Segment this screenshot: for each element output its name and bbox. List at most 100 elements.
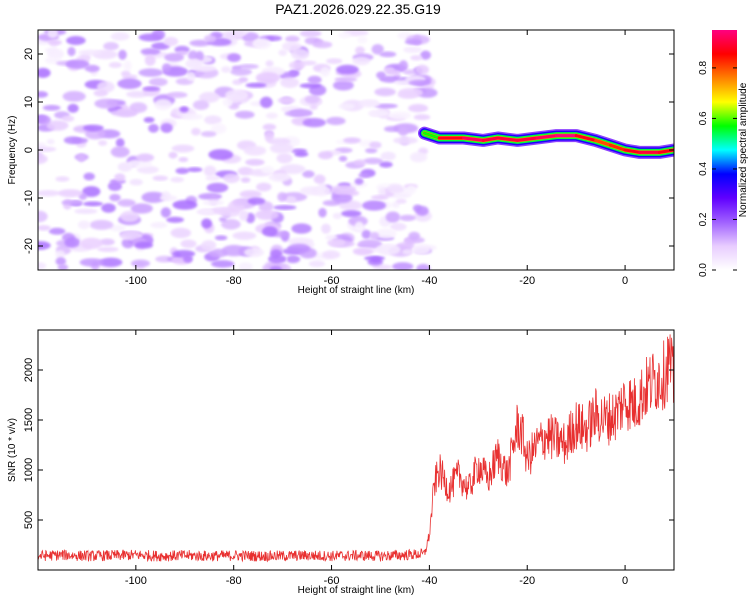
noise-blob <box>143 117 155 123</box>
x-tick-label: -40 <box>421 575 437 587</box>
noise-blob <box>289 60 306 70</box>
noise-blob <box>120 210 140 222</box>
noise-blob <box>239 210 249 221</box>
spectrogram-x-axis-label: Height of straight line (km) <box>298 285 415 296</box>
noise-blob <box>320 66 330 77</box>
noise-blob <box>83 172 95 181</box>
noise-blob <box>268 172 291 182</box>
noise-blob <box>77 153 86 163</box>
noise-blob <box>284 110 305 117</box>
noise-blob <box>341 210 362 218</box>
noise-blob <box>230 67 253 76</box>
noise-blob <box>55 250 66 258</box>
noise-blob <box>252 38 272 50</box>
snr-frame <box>37 329 675 571</box>
noise-blob <box>188 50 198 61</box>
noise-blob <box>308 260 326 268</box>
snr-plot-area <box>38 330 674 570</box>
noise-blob <box>181 113 203 120</box>
noise-blob <box>168 151 178 159</box>
noise-blob <box>379 51 397 58</box>
noise-blob <box>170 176 184 183</box>
noise-blob <box>278 49 288 56</box>
noise-blob <box>415 64 429 75</box>
noise-blob <box>239 190 262 199</box>
noise-blob <box>300 186 321 196</box>
y-tick-label: -10 <box>23 190 35 206</box>
noise-blob <box>83 124 104 132</box>
noise-blob <box>160 123 173 133</box>
noise-blob <box>280 77 300 88</box>
noise-blob <box>385 211 401 223</box>
noise-blob <box>302 170 315 178</box>
noise-blob <box>412 204 422 212</box>
noise-blob <box>78 49 102 56</box>
noise-blob <box>118 49 127 60</box>
noise-blob <box>318 151 333 160</box>
noise-blob <box>46 120 69 131</box>
noise-blob <box>326 116 346 126</box>
noise-blob <box>191 127 201 136</box>
noise-blob <box>406 185 417 195</box>
noise-blob <box>280 164 306 175</box>
noise-blob <box>161 191 171 201</box>
x-tick-label: -80 <box>226 575 242 587</box>
noise-blob <box>200 131 217 137</box>
noise-blob <box>94 98 118 109</box>
noise-blob <box>331 184 357 195</box>
y-tick-label: 0 <box>23 147 35 153</box>
noise-blob <box>379 161 393 168</box>
noise-blob <box>390 222 407 231</box>
noise-blob <box>353 248 373 256</box>
noise-blob <box>376 71 387 80</box>
noise-blob <box>201 218 213 229</box>
noise-blob <box>62 91 86 102</box>
noise-blob <box>408 231 421 241</box>
noise-blob <box>233 200 248 205</box>
noise-blob <box>47 30 58 39</box>
noise-blob <box>261 165 275 174</box>
noise-blob <box>375 228 397 239</box>
noise-blob <box>38 146 57 152</box>
y-tick-label: 2000 <box>23 358 35 382</box>
noise-blob <box>79 258 104 267</box>
noise-blob <box>374 87 396 97</box>
noise-blob <box>371 195 389 200</box>
noise-blob <box>291 48 310 61</box>
noise-blob <box>369 141 382 149</box>
noise-blob <box>357 35 368 44</box>
noise-blob <box>374 103 398 109</box>
noise-blob <box>269 266 283 270</box>
noise-blob <box>103 42 119 51</box>
noise-blob <box>66 36 86 45</box>
noise-blob <box>286 255 301 264</box>
noise-blob <box>152 175 168 181</box>
signal-core <box>515 136 539 142</box>
noise-blob <box>287 243 311 253</box>
noise-blob <box>57 189 83 198</box>
noise-blob <box>326 58 343 64</box>
noise-blob <box>65 59 90 69</box>
noise-blob <box>299 30 322 38</box>
noise-blob <box>358 100 380 108</box>
chart-title: PAZ1.2026.029.22.35.G19 <box>275 1 441 17</box>
noise-blob <box>358 172 370 178</box>
noise-blob <box>204 34 217 43</box>
noise-blob <box>265 35 282 42</box>
x-tick-label: -60 <box>324 575 340 587</box>
noise-blob <box>151 30 166 40</box>
noise-blob <box>179 106 189 113</box>
y-tick-label: -20 <box>23 238 35 254</box>
noise-blob <box>89 219 114 230</box>
noise-blob <box>302 118 326 128</box>
noise-blob <box>38 210 48 223</box>
noise-blob <box>367 109 390 117</box>
noise-blob <box>363 157 384 165</box>
noise-blob <box>74 208 98 214</box>
noise-blob <box>84 64 100 73</box>
noise-blob <box>380 151 396 161</box>
noise-blob <box>242 32 260 43</box>
noise-blob <box>343 137 361 144</box>
y-tick-label: 1500 <box>23 408 35 432</box>
noise-blob <box>269 142 294 154</box>
